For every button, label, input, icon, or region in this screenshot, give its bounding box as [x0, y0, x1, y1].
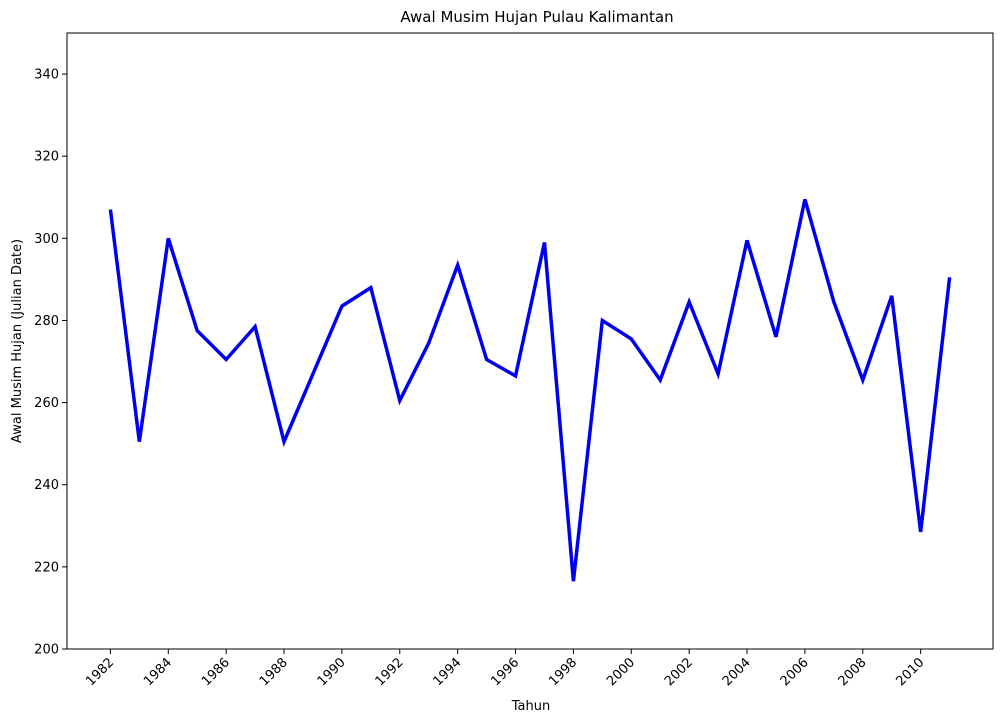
x-tick-label: 2010 [893, 655, 927, 689]
chart-title: Awal Musim Hujan Pulau Kalimantan [400, 8, 673, 26]
x-tick-label: 1996 [488, 655, 522, 689]
x-tick-label: 1990 [315, 655, 349, 689]
x-tick-label: 1998 [546, 655, 580, 689]
y-tick-label: 200 [34, 643, 59, 658]
series-group [108, 198, 952, 582]
x-tick-label: 1984 [141, 655, 175, 689]
x-tick-label: 1982 [83, 655, 117, 689]
x-tick-label: 2008 [836, 655, 870, 689]
x-tick-label: 1988 [257, 655, 291, 689]
y-tick-label: 240 [34, 478, 59, 493]
y-tick-label: 260 [34, 396, 59, 411]
x-tick-label: 2002 [662, 655, 696, 689]
x-axis-label: Tahun [511, 699, 550, 714]
x-tick-label: 2000 [604, 655, 638, 689]
y-axis: 200 220 240 260 280 300 320 340 [34, 68, 67, 658]
y-tick-label: 300 [34, 232, 59, 247]
x-tick-label: 1986 [199, 655, 233, 689]
plot-frame [66, 32, 994, 650]
series-line-0 [108, 198, 952, 582]
x-tick-label: 1994 [430, 655, 464, 689]
y-axis-label: Awal Musim Hujan (Julian Date) [10, 239, 25, 443]
x-axis: 1982 1984 1986 1988 1990 1992 1994 1996 1998 2000… [83, 649, 927, 689]
y-tick-label: 320 [34, 150, 59, 165]
y-tick-label: 280 [34, 314, 59, 329]
x-tick-label: 2004 [720, 655, 754, 689]
x-tick-label: 2006 [778, 655, 812, 689]
y-tick-label: 340 [34, 68, 59, 83]
y-tick-label: 220 [34, 560, 59, 575]
x-tick-label: 1992 [373, 655, 407, 689]
